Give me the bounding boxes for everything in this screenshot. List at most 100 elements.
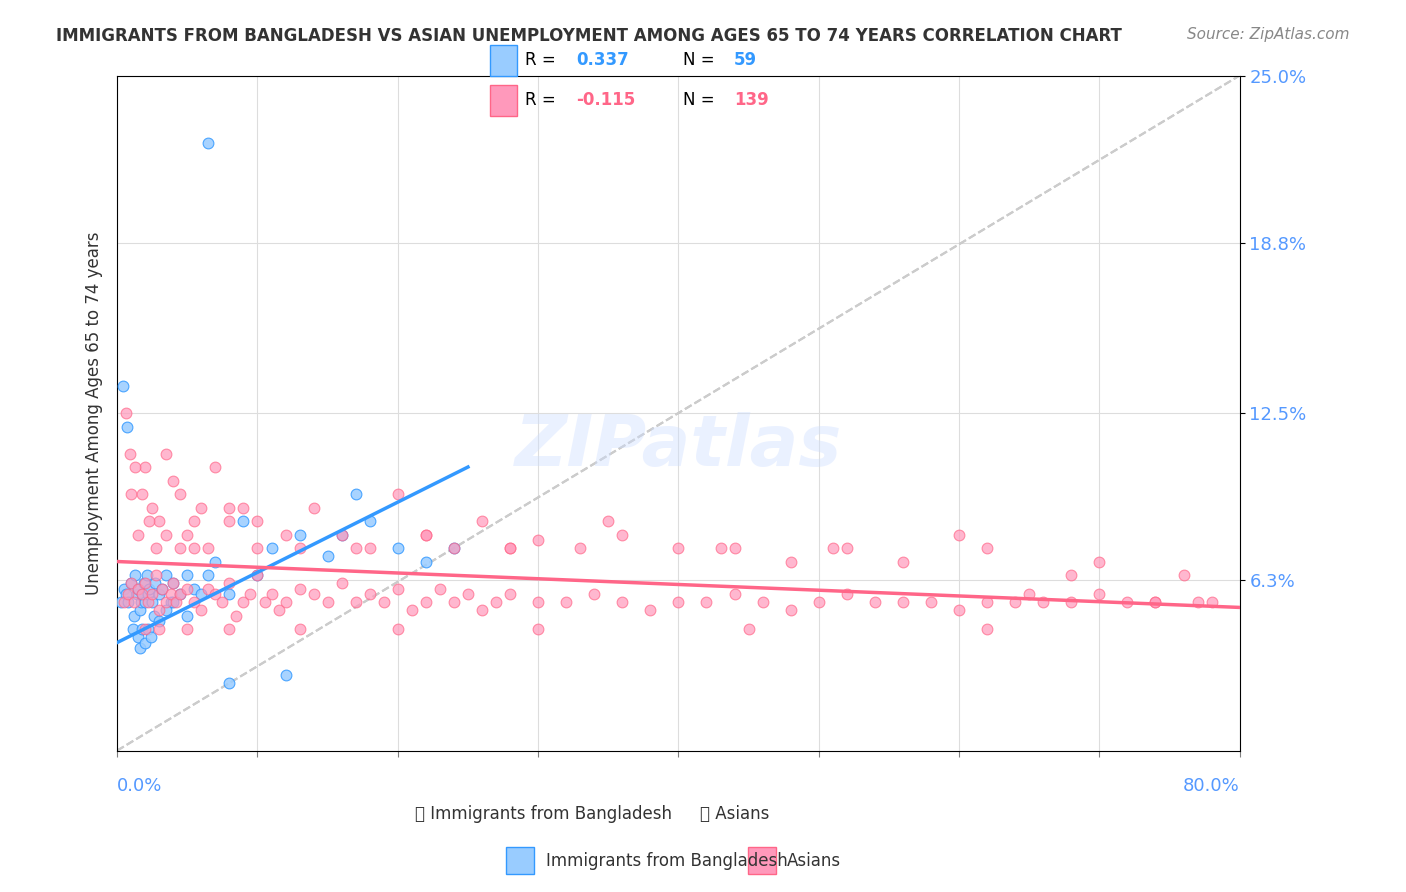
Point [583, 587, 606, 601]
Point [134, 595, 156, 609]
Point [138, 514, 160, 528]
Point [211, 595, 233, 609]
Point [134, 635, 156, 649]
Text: 0.0%: 0.0% [117, 777, 163, 795]
Point [471, 514, 494, 528]
Y-axis label: Unemployment Among Ages 65 to 74 years: Unemployment Among Ages 65 to 74 years [86, 231, 103, 595]
Point [948, 527, 970, 541]
Point [443, 541, 465, 555]
Point [138, 582, 160, 596]
Point [267, 603, 290, 617]
Point [387, 582, 409, 596]
Point [127, 630, 149, 644]
Point [110, 595, 132, 609]
Point [169, 587, 191, 601]
Point [302, 500, 325, 515]
Point [1060, 568, 1083, 582]
Point [132, 576, 155, 591]
Bar [506, 847, 534, 874]
Point [111, 379, 134, 393]
Point [204, 555, 226, 569]
Point [139, 630, 162, 644]
Point [344, 487, 367, 501]
Point [190, 587, 212, 601]
Point [260, 541, 283, 555]
Point [274, 668, 297, 682]
Point [1004, 595, 1026, 609]
Text: R =: R = [526, 51, 555, 70]
Point [779, 603, 801, 617]
Point [807, 595, 830, 609]
Point [134, 576, 156, 591]
Point [246, 541, 269, 555]
Point [835, 587, 858, 601]
Point [723, 541, 745, 555]
Point [145, 568, 167, 582]
Point [598, 514, 620, 528]
Text: ⬜ Asians: ⬜ Asians [700, 805, 769, 822]
Point [288, 527, 311, 541]
Text: ⬜ Immigrants from Bangladesh: ⬜ Immigrants from Bangladesh [415, 805, 672, 822]
Point [218, 514, 240, 528]
Bar [748, 847, 776, 874]
Point [204, 460, 226, 475]
Point [120, 576, 142, 591]
Bar [489, 85, 517, 116]
Point [485, 595, 508, 609]
Point [948, 603, 970, 617]
Point [162, 576, 184, 591]
Point [148, 514, 170, 528]
Point [145, 541, 167, 555]
Point [124, 568, 146, 582]
Text: 0.337: 0.337 [576, 51, 630, 70]
Point [920, 595, 942, 609]
Point [709, 541, 731, 555]
Point [155, 568, 177, 582]
Point [457, 587, 479, 601]
Point [499, 541, 522, 555]
Point [640, 603, 662, 617]
Point [218, 622, 240, 636]
Point [120, 487, 142, 501]
Point [274, 595, 297, 609]
Point [134, 460, 156, 475]
Point [150, 582, 173, 596]
Point [120, 576, 142, 591]
Point [190, 603, 212, 617]
Point [169, 587, 191, 601]
Point [159, 587, 181, 601]
Point [288, 541, 311, 555]
Point [121, 622, 143, 636]
Point [668, 541, 690, 555]
Point [148, 622, 170, 636]
Point [162, 595, 184, 609]
Point [555, 595, 578, 609]
Bar [489, 45, 517, 76]
Point [1088, 555, 1111, 569]
Point [429, 582, 451, 596]
Point [387, 622, 409, 636]
Point [204, 587, 226, 601]
Point [162, 576, 184, 591]
Point [316, 595, 339, 609]
Point [499, 541, 522, 555]
Point [129, 595, 152, 609]
Point [176, 608, 198, 623]
Point [527, 595, 550, 609]
Point [569, 541, 592, 555]
Point [218, 676, 240, 690]
Point [127, 582, 149, 596]
Point [344, 595, 367, 609]
Point [124, 460, 146, 475]
Point [190, 500, 212, 515]
Point [183, 582, 205, 596]
Point [142, 608, 165, 623]
Point [131, 587, 153, 601]
Point [197, 568, 219, 582]
Point [415, 595, 437, 609]
Point [288, 622, 311, 636]
Text: -0.115: -0.115 [576, 91, 636, 110]
Point [165, 595, 187, 609]
Point [976, 622, 998, 636]
Point [695, 595, 717, 609]
